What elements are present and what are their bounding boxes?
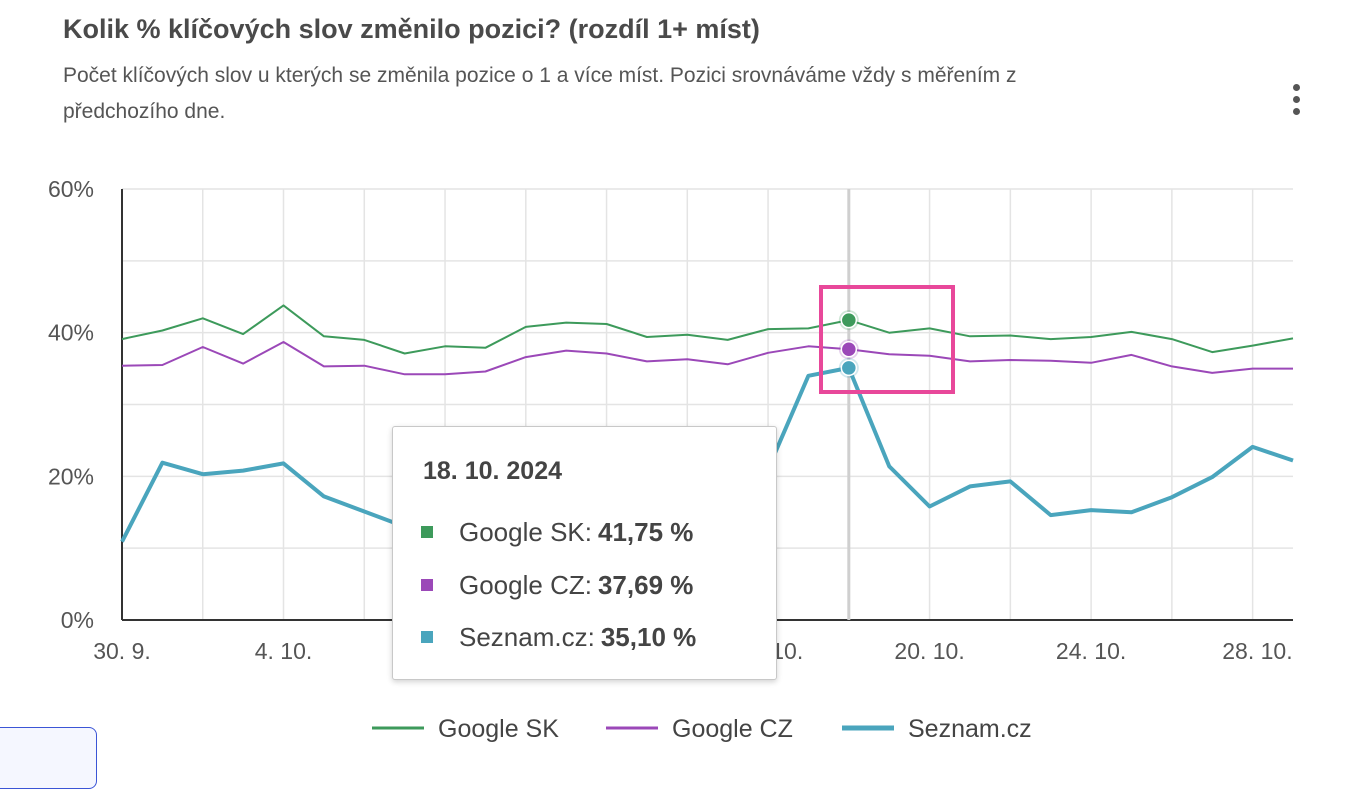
tooltip-series-value: 37,69 % bbox=[597, 569, 694, 600]
corner-widget-button[interactable] bbox=[0, 727, 97, 789]
x-tick-label: 28. 10. bbox=[1222, 638, 1292, 664]
chart-title: Kolik % klíčových slov změnilo pozici? (… bbox=[63, 14, 760, 44]
y-tick-label: 40% bbox=[48, 320, 94, 346]
x-tick-label: 20. 10. bbox=[894, 638, 964, 664]
series-swatch-icon bbox=[421, 526, 433, 538]
hover-point bbox=[840, 359, 858, 377]
tooltip-series-name: Google CZ bbox=[459, 569, 585, 600]
tooltip-row-google-cz: Google CZ:37,69 % bbox=[421, 569, 693, 601]
hover-point bbox=[840, 311, 858, 329]
x-tick-label: 30. 9. bbox=[93, 638, 151, 664]
kebab-dot-icon bbox=[1292, 107, 1300, 115]
chart-subtitle: Počet klíčových slov u kterých se změnil… bbox=[63, 64, 1017, 123]
tooltip-series-name: Seznam.cz bbox=[459, 621, 588, 652]
series-swatch-icon bbox=[421, 579, 433, 591]
kebab-dot-icon bbox=[1292, 83, 1300, 91]
tooltip-row-google-sk: Google SK:41,75 % bbox=[421, 516, 693, 548]
y-tick-label: 20% bbox=[48, 463, 94, 489]
legend-label: Seznam.cz bbox=[908, 715, 1032, 743]
tooltip-series-value: 35,10 % bbox=[600, 621, 697, 652]
tooltip-date: 18. 10. 2024 bbox=[423, 457, 563, 485]
legend-label: Google SK bbox=[438, 715, 559, 743]
chart-tooltip: 18. 10. 2024 Google SK:41,75 % Google CZ… bbox=[392, 426, 777, 680]
tooltip-series-name: Google SK bbox=[459, 516, 585, 547]
highlight-annotation-box bbox=[819, 285, 955, 394]
series-swatch-icon bbox=[421, 631, 433, 643]
more-options-button[interactable] bbox=[1284, 80, 1308, 118]
series-line-google-cz bbox=[121, 341, 1293, 376]
y-tick-label: 60% bbox=[48, 176, 94, 202]
legend-label: Google CZ bbox=[672, 715, 793, 743]
x-tick-label: 24. 10. bbox=[1056, 638, 1126, 664]
series-line-google-sk bbox=[121, 304, 1294, 355]
y-tick-label: 0% bbox=[61, 607, 94, 633]
tooltip-series-value: 41,75 % bbox=[597, 516, 694, 547]
kebab-dot-icon bbox=[1292, 95, 1300, 103]
x-tick-label: 4. 10. bbox=[255, 638, 313, 664]
tooltip-row-seznam: Seznam.cz:35,10 % bbox=[421, 621, 696, 653]
hover-point bbox=[840, 341, 858, 358]
